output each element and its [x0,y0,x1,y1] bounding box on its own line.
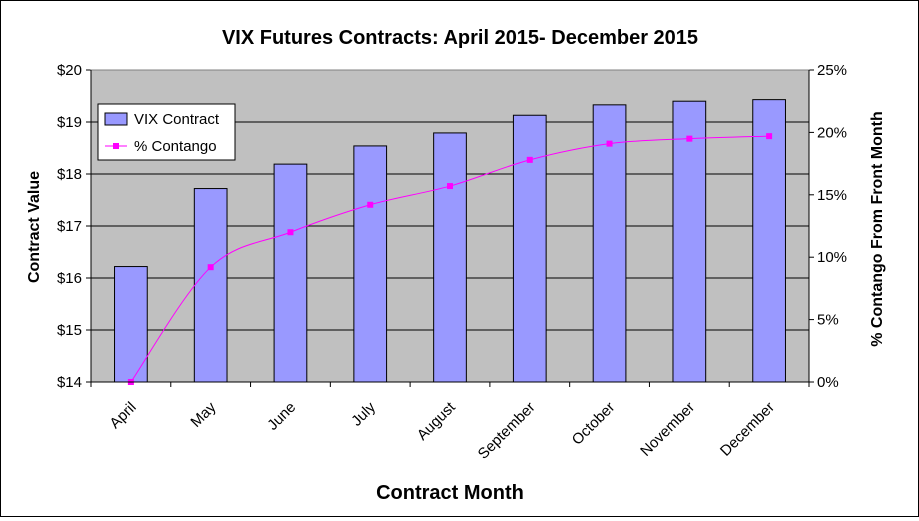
x-tick-label: October [569,399,619,449]
y-tick-label: $18 [57,166,82,183]
x-axis-title: Contract Month [376,482,524,504]
bar-july [353,145,388,383]
x-tick-label: April [106,399,139,432]
y-tick-label: $14 [57,374,82,391]
bar-june [273,163,308,383]
bar-december [752,99,786,383]
contango-point-october [606,140,613,147]
bar-september [512,114,547,383]
legend: VIX Contract % Contango [97,103,236,161]
x-tick-label: September [475,399,539,463]
x-tick-label: December [717,399,778,460]
bar-november [672,100,707,383]
contango-point-may [207,264,214,271]
y2-tick-label: 0% [817,374,839,391]
legend-label-contango: % Contango [134,138,217,155]
contango-point-september [526,156,533,163]
y-axis-title: Contract Value [26,171,43,283]
contango-point-august [447,183,453,190]
x-tick-label: June [264,399,299,434]
y2-tick-label: 10% [817,249,847,266]
x-tick-label: November [637,399,698,460]
y2-tick-label: 20% [817,124,847,141]
contango-point-july [367,201,374,208]
x-tick-label: August [414,398,460,444]
contango-point-november [686,135,693,142]
legend-swatch-contango-marker [113,143,119,149]
bar-october [592,104,627,383]
contango-point-june [287,229,294,236]
y2-tick-label: 15% [817,187,847,204]
bar-august [433,132,467,383]
y-tick-label: $16 [57,270,82,287]
x-tick-label: May [187,398,219,430]
chart-title: VIX Futures Contracts: April 2015- Decem… [222,27,698,49]
contango-point-december [766,133,773,140]
y2-axis-title: % Contango From Front Month [869,111,886,347]
y2-tick-label: 5% [817,312,839,329]
bar-may [193,188,228,383]
y-tick-label: $19 [57,114,82,131]
legend-label-vix-contract: VIX Contract [134,111,220,128]
y-tick-label: $17 [57,218,82,235]
y-tick-label: $20 [57,62,82,79]
x-tick-label: July [348,398,379,429]
y2-tick-label: 25% [817,62,847,79]
y-tick-label: $15 [57,322,82,339]
contango-line [130,135,770,383]
legend-swatch-vix-contract [104,112,128,126]
bar-april [114,266,148,383]
